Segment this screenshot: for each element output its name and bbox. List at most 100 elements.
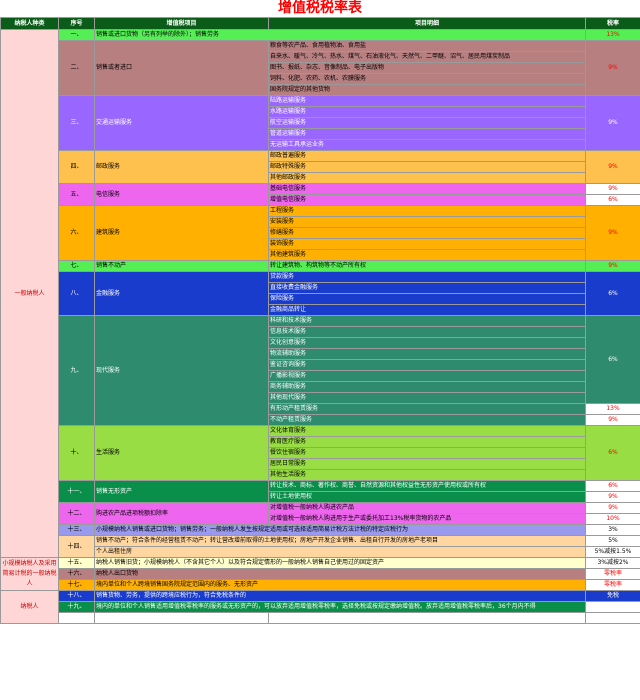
- header-item: 增值税项目: [94, 17, 269, 30]
- table-row: 十二、 购进农产品进项税额扣除率 对增值税一般纳税人购进农产品 9%: [1, 502, 640, 525]
- seq-cell: 十、: [58, 425, 95, 481]
- item-cell: 销售不动产: [94, 260, 269, 272]
- seq-cell: 十七、: [58, 579, 95, 591]
- detail-cell: 增值电信服务: [268, 194, 586, 206]
- seq-cell: 二、: [58, 40, 95, 96]
- detail-cell: 鉴证咨询服务: [268, 359, 586, 371]
- empty-cell: [268, 612, 586, 624]
- table-row: 十三、 小规模纳税人销售或进口货物；销售劳务；一般纳税人发生按规定适用或可选择适用…: [1, 524, 640, 536]
- table-row: 三、 交通运输服务 陆路运输服务 9%: [1, 95, 640, 151]
- description-cell: 个人出租住房: [94, 546, 586, 558]
- rate-cell: 3%: [585, 524, 640, 536]
- table-row: 个人出租住房 5%减按1.5%: [1, 546, 640, 558]
- detail-cell: 文化体育服务: [268, 425, 586, 437]
- empty-cell: [585, 612, 640, 624]
- detail-cell: 其他邮政服务: [268, 172, 586, 184]
- rate-cell: 6%: [585, 315, 640, 404]
- rate-cell: 6%: [585, 480, 640, 492]
- seq-cell: 十三、: [58, 524, 95, 536]
- rate-cell: 零税率: [585, 568, 640, 580]
- taxpayer-type-cell: 一般纳税人: [0, 29, 59, 558]
- detail-cell: 修缮服务: [268, 227, 586, 239]
- rate-cell: 13%: [585, 29, 640, 41]
- detail-cell: 商务辅助服务: [268, 381, 586, 393]
- seq-cell: 三、: [58, 95, 95, 151]
- detail-cell: 国务院规定的其他货物: [268, 84, 586, 96]
- item-cell: 购进农产品进项税额扣除率: [94, 502, 269, 525]
- detail-cell: 转让土地使用权: [268, 491, 586, 503]
- description-cell: 境内的单位和个人销售适用增值税零税率的服务或无形资产的，可以放弃适用增值税零税率…: [94, 601, 586, 613]
- table-row: 小规模纳税人及采用简易计税的一般纳税人 十五、 纳税人销售旧货；小规模纳税人（不含其…: [0, 557, 640, 591]
- rate-cell: 6%: [585, 194, 640, 206]
- header-rate: 税率: [585, 17, 640, 30]
- seq-cell: 四、: [58, 150, 95, 184]
- description-cell: 销售货物、劳务，提供的跨境应税行为，符合免税条件的: [94, 590, 586, 602]
- header-row: 纳税人种类 序号 增值税项目 项目明细 税率: [0, 17, 640, 30]
- detail-cell: 不动产租赁服务: [268, 414, 586, 426]
- description-cell: 境内单位和个人跨境销售国务院规定范围内的服务、无形资产: [94, 579, 586, 591]
- detail-cell: 其他现代服务: [268, 392, 586, 404]
- detail-cell: 基础电信服务: [268, 183, 586, 195]
- detail-cell: 保险服务: [268, 293, 586, 305]
- rate-cell: 13%: [585, 403, 640, 415]
- detail-cell: 对增值税一般纳税人购进农产品: [268, 502, 586, 514]
- detail-cell: 饲料、化肥、农药、农机、农膜服务: [268, 73, 586, 85]
- detail-cell: 水路运输服务: [268, 106, 586, 118]
- detail-cell: 陆路运输服务: [268, 95, 586, 107]
- taxpayer-type-cell: 小规模纳税人及采用简易计税的一般纳税人: [0, 557, 59, 591]
- rate-cell: 6%: [585, 425, 640, 481]
- table-row: 七、 销售不动产 转让建筑物、构筑物等不动产所有权 9%: [1, 260, 640, 272]
- detail-cell: 航空运输服务: [268, 117, 586, 129]
- description-cell: 小规模纳税人销售或进口货物；销售劳务；一般纳税人发生按规定适用或可选择适用简易计…: [94, 524, 586, 536]
- seq-cell: 十二、: [58, 502, 95, 525]
- item-cell: 电信服务: [94, 183, 269, 206]
- table-row: 十四、 销售不动产；符合条件的经营租赁不动产；转让营改增前取得的土地使用权；房地产…: [1, 535, 640, 558]
- detail-cell: 文化创意服务: [268, 337, 586, 349]
- rate-cell: 6%: [585, 271, 640, 316]
- empty-cell: [58, 612, 95, 624]
- rate-cell: 9%: [585, 95, 640, 151]
- table-row: 十六、 纳税人出口货物 零税率: [1, 568, 640, 580]
- rate-cell: 9%: [585, 183, 640, 195]
- rate-cell: 9%: [585, 40, 640, 96]
- description-cell: 纳税人销售旧货；小规模纳税人（不含其它个人）以及符合规定情形的一般纳税人销售自己…: [94, 557, 586, 569]
- rate-cell: 9%: [585, 260, 640, 272]
- rate-cell: 9%: [585, 502, 640, 514]
- item-cell: 交通运输服务: [94, 95, 269, 151]
- empty-cell: [94, 612, 269, 624]
- taxpayer-type-cell: 纳税人: [0, 590, 59, 624]
- rate-cell: 9%: [585, 150, 640, 184]
- rate-cell: 免税: [585, 590, 640, 602]
- detail-cell: 物流辅助服务: [268, 348, 586, 360]
- seq-cell: 十八、: [58, 590, 95, 602]
- page-title: 增值税税率表: [278, 0, 362, 16]
- item-cell: 金融服务: [94, 271, 269, 316]
- seq-cell: 七、: [58, 260, 95, 272]
- rate-cell: 10%: [585, 513, 640, 525]
- table-row: 图书、报纸、杂志、音像制品、电子出版物: [1, 62, 640, 74]
- table-row: 其他生活服务: [1, 469, 640, 481]
- rate-cell: 5%减按1.5%: [585, 546, 640, 558]
- table-row: 十九、 境内的单位和个人销售适用增值税零税率的服务或无形资产的，可以放弃适用增值税…: [1, 601, 640, 613]
- seq-cell: 十一、: [58, 480, 95, 503]
- item-cell: 现代服务: [94, 315, 269, 426]
- rate-cell: 零税率: [585, 579, 640, 591]
- detail-cell: 广播影视服务: [268, 370, 586, 382]
- table-row: 十、 生活服务 文化体育服务 6%: [1, 425, 640, 481]
- table-row: [1, 612, 640, 624]
- rate-cell: [585, 601, 640, 613]
- detail-cell: 图书、报纸、杂志、音像制品、电子出版物: [268, 62, 586, 74]
- item-cell: 生活服务: [94, 425, 269, 481]
- detail-cell: 教育医疗服务: [268, 436, 586, 448]
- seq-cell: 十九、: [58, 601, 95, 613]
- detail-cell: 有形动产租赁服务: [268, 403, 586, 415]
- table-row: 五、 电信服务 基础电信服务 9%: [1, 183, 640, 206]
- detail-cell: 工程服务: [268, 205, 586, 217]
- rate-cell: 9%: [585, 205, 640, 261]
- item-cell: 销售或者进口: [94, 40, 269, 96]
- detail-cell: 其他生活服务: [268, 469, 586, 481]
- rate-cell: 3%减按2%: [585, 557, 640, 569]
- detail-cell: 科研和技术服务: [268, 315, 586, 327]
- seq-cell: 五、: [58, 183, 95, 206]
- table-row: 二、 销售或者进口 粮食等农产品、食用植物油、食用盐 9%: [1, 40, 640, 96]
